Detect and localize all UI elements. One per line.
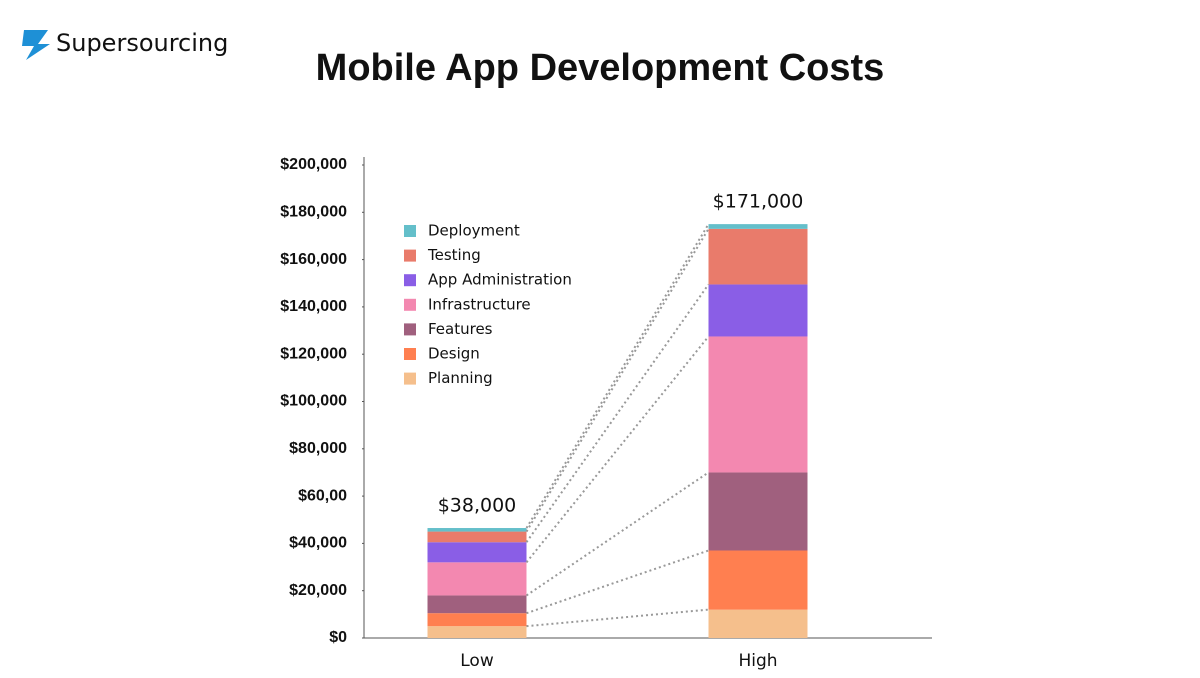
legend-label: Design: [428, 345, 480, 363]
y-tick-label: $180,000: [280, 204, 347, 221]
bar-segment: [427, 626, 527, 638]
bar-segment: [708, 336, 808, 473]
bar-segment: [427, 542, 527, 563]
connector: [525, 228, 710, 533]
bar-segment: [708, 284, 808, 337]
y-tick-label: $140,000: [280, 298, 347, 315]
y-tick-label: $100,000: [280, 393, 347, 410]
bar-segment: [427, 528, 527, 532]
connector: [526, 608, 709, 628]
y-tick-label: $60,00: [298, 487, 347, 504]
bar-segment: [708, 228, 808, 285]
y-tick-label: $120,000: [280, 345, 347, 362]
legend-swatch: [404, 372, 416, 385]
legend-label: Features: [428, 320, 493, 338]
bar-segment: [708, 550, 808, 610]
y-tick-label: $40,000: [289, 535, 347, 552]
connector: [526, 549, 709, 615]
bar-segment: [708, 472, 808, 551]
y-tick-label: $0: [329, 629, 347, 646]
legend-label: Infrastructure: [428, 295, 531, 313]
y-tick-label: $160,000: [280, 251, 347, 268]
brand-logo: Supersourcing: [22, 29, 228, 60]
bar-segment: [427, 613, 527, 627]
total-label: $38,000: [438, 495, 517, 517]
x-tick-label: High: [738, 651, 777, 671]
bar-segment: [427, 531, 527, 543]
bar-segment: [708, 224, 808, 229]
legend-swatch: [404, 323, 416, 336]
y-tick-label: $20,000: [289, 582, 347, 599]
brand-name: Supersourcing: [56, 29, 228, 57]
y-tick-label: $200,000: [280, 156, 347, 173]
connector: [525, 283, 710, 543]
legend-label: Testing: [427, 246, 481, 264]
legend-label: Deployment: [428, 222, 520, 240]
logo-icon: [22, 30, 50, 60]
legend-label: App Administration: [428, 271, 572, 289]
connector: [525, 471, 710, 597]
legend-label: Planning: [428, 369, 493, 387]
legend-swatch: [404, 274, 416, 287]
legend-swatch: [404, 298, 416, 311]
legend-swatch: [404, 348, 416, 360]
legend-swatch: [404, 225, 416, 237]
y-tick-label: $80,000: [289, 440, 347, 457]
chart-title: Mobile App Development Costs: [316, 47, 885, 89]
connector: [525, 335, 710, 563]
bar-segment: [708, 609, 808, 638]
bar-segment: [427, 562, 527, 596]
legend-swatch: [404, 249, 416, 262]
connector: [525, 223, 710, 529]
total-label: $171,000: [713, 191, 804, 213]
bar-segment: [427, 595, 527, 614]
x-tick-label: Low: [460, 651, 494, 671]
